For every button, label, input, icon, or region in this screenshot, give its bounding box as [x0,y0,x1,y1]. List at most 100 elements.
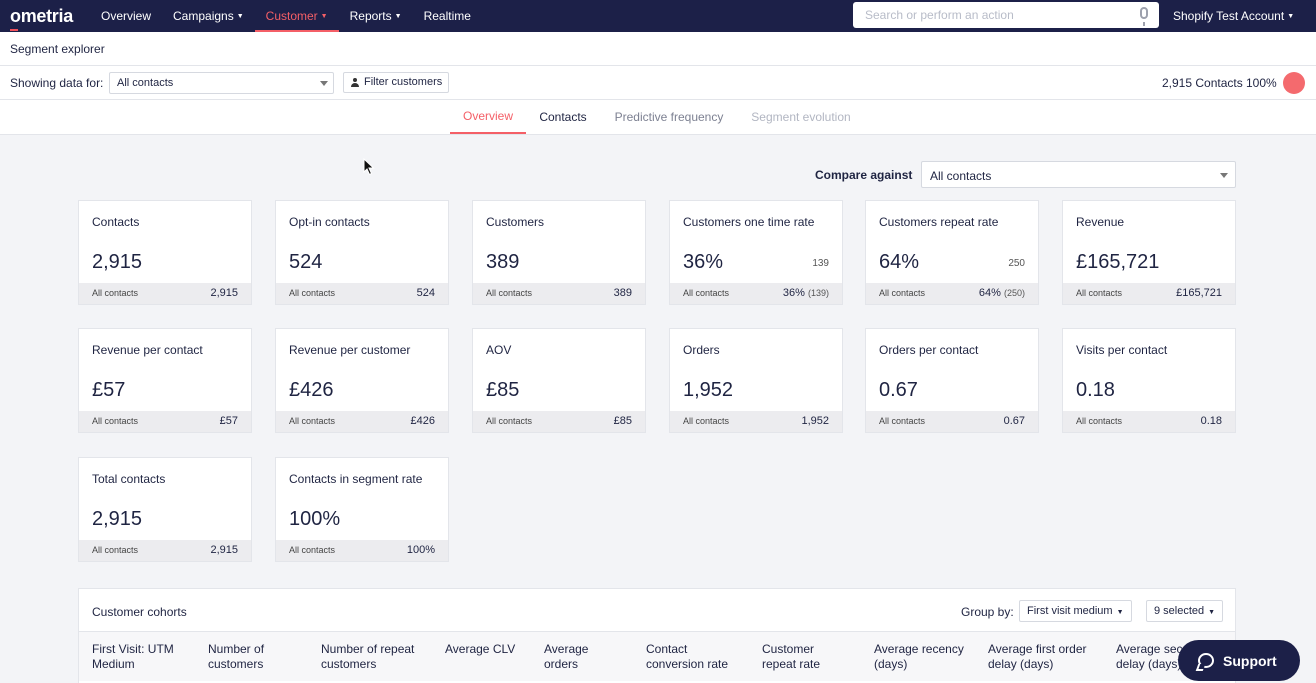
comparison-label: All contacts [92,288,139,298]
metric-title: AOV [486,343,512,357]
metric-card: Orders 1,952 All contacts 1,952 [669,328,843,433]
nav-reports[interactable]: Reports ▼ [339,0,413,32]
metric-title: Contacts [92,215,140,229]
metric-card: Customers repeat rate 64% 250 All contacts 6… [865,200,1039,305]
compare-against-select[interactable]: All contacts [921,161,1236,188]
comparison-value: 0.67 [1004,415,1025,427]
metric-card: Contacts 2,915 All contacts 2,915 [78,200,252,305]
segment-select[interactable]: All contacts [109,72,334,94]
comparison-row: All contacts £57 [79,411,251,432]
logo-accent [10,28,18,31]
column-header[interactable]: Average CLV [445,642,516,656]
metric-title: Orders per contact [879,343,979,357]
compare-against-label: Compare against [815,168,913,182]
metric-card: Opt-in contacts 524 All contacts 524 [275,200,449,305]
microphone-icon[interactable] [1140,7,1148,26]
mouse-cursor-icon [363,158,375,176]
metric-card: Revenue per customer £426 All contacts £426 [275,328,449,433]
comparison-number: 1,952 [801,415,829,427]
top-nav: ometria Overview Campaigns ▼ Customer ▼ Re… [0,0,1316,32]
comparison-count: (139) [807,288,829,298]
comparison-row: All contacts 0.18 [1063,411,1235,432]
nav-campaigns[interactable]: Campaigns ▼ [162,0,255,32]
support-button[interactable]: Support [1178,640,1300,681]
column-header[interactable]: Customer repeat rate [762,642,821,671]
metric-card: AOV £85 All contacts £85 [472,328,646,433]
segment-pie-indicator [1283,72,1305,94]
metric-card: Revenue per contact £57 All contacts £57 [78,328,252,433]
comparison-row: All contacts 1,952 [670,411,842,432]
group-by-label: Group by: [961,605,1014,619]
comparison-row: All contacts 100% [276,540,448,561]
comparison-row: All contacts £85 [473,411,645,432]
nav-reports-label: Reports [349,9,392,23]
caret-down-icon: ▼ [394,12,402,20]
comparison-value: 389 [614,287,632,299]
comparison-value: 64% (250) [979,287,1025,299]
comparison-label: All contacts [486,416,533,426]
comparison-number: 2,915 [210,287,238,299]
column-header[interactable]: Average first order delay (days) [988,642,1087,671]
columns-selected-select[interactable]: 9 selected ▼ [1146,600,1224,622]
search-input[interactable] [865,8,1125,22]
filter-customers-button[interactable]: Filter customers [343,72,450,93]
column-header[interactable]: Contact conversion rate [646,642,729,671]
comparison-row: All contacts £426 [276,411,448,432]
comparison-label: All contacts [289,545,336,555]
metric-title: Revenue [1076,215,1125,229]
tab-overview[interactable]: Overview [450,100,526,134]
metric-value: 64% [879,251,920,273]
comparison-value: 100% [407,544,435,556]
metric-value: £57 [92,379,126,401]
comparison-number: £426 [410,415,435,427]
metric-title: Contacts in segment rate [289,472,423,486]
nav-campaigns-label: Campaigns [173,9,234,23]
caret-down-icon: ▼ [320,12,328,20]
tab-contacts[interactable]: Contacts [531,100,595,134]
metric-count: 139 [812,258,829,269]
filter-bar: Showing data for: All contacts Filter cu… [0,66,1316,100]
segment-percent: 100% [1246,76,1277,90]
column-header[interactable]: Number of repeat customers [321,642,415,671]
comparison-value: 1,952 [801,415,829,427]
nav-realtime[interactable]: Realtime [413,0,482,32]
customer-cohorts-panel: Customer cohorts Group by: First visit m… [78,588,1236,683]
filter-customers-label: Filter customers [364,76,443,88]
metric-value: £426 [289,379,334,401]
tab-predictive-frequency[interactable]: Predictive frequency [606,100,732,134]
comparison-row: All contacts 389 [473,283,645,304]
page-header: Segment explorer [0,32,1316,66]
tab-bar: Overview Contacts Predictive frequency S… [0,100,1316,135]
metric-title: Opt-in contacts [289,215,370,229]
column-header[interactable]: First Visit: UTM Medium [92,642,174,671]
column-header[interactable]: Number of customers [208,642,265,671]
tab-overview-label: Overview [462,109,513,123]
comparison-value: 2,915 [210,287,238,299]
logo-text: ometria [10,5,73,26]
nav-overview[interactable]: Overview [90,0,162,32]
column-header[interactable]: Average recency (days) [874,642,964,671]
nav-customer[interactable]: Customer ▼ [254,0,339,32]
column-header[interactable]: Average orders [544,642,589,671]
ometria-logo[interactable]: ometria [10,5,90,31]
comparison-label: All contacts [92,545,139,555]
chat-bubble-icon [1198,653,1214,668]
account-menu[interactable]: Shopify Test Account ▼ [1173,0,1294,32]
support-label: Support [1223,652,1277,669]
metric-title: Customers one time rate [683,215,815,229]
group-by-select[interactable]: First visit medium ▼ [1019,600,1132,622]
metric-card: Total contacts 2,915 All contacts 2,915 [78,457,252,562]
comparison-value: 2,915 [210,544,238,556]
comparison-value: £165,721 [1176,287,1222,299]
cohorts-table-header: First Visit: UTM Medium Number of custom… [79,631,1235,681]
comparison-value: £57 [220,415,238,427]
comparison-value: 524 [417,287,435,299]
metric-title: Orders [683,343,720,357]
metric-card: Orders per contact 0.67 All contacts 0.67 [865,328,1039,433]
comparison-count: (250) [1003,288,1025,298]
metric-title: Revenue per contact [92,343,203,357]
columns-selected-value: 9 selected [1154,605,1205,617]
tab-segment-evolution-label: Segment evolution [751,110,851,124]
caret-down-icon: ▼ [1116,609,1124,616]
comparison-number: 524 [416,287,435,299]
